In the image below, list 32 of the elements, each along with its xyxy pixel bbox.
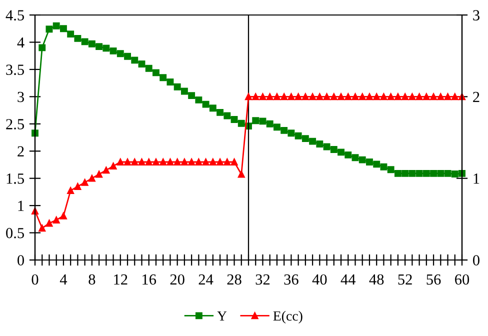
x-tick-label: 12: [114, 274, 128, 284]
y-tick-label: 2: [18, 146, 24, 156]
x-tick-label: 32: [256, 274, 270, 285]
x-tick-label: 48: [369, 274, 384, 285]
y-tick-label: 4.5: [6, 10, 24, 21]
x-tick-label: 8: [88, 274, 96, 285]
x-tick-label: 52: [398, 274, 412, 285]
x-tick-label: 56: [426, 274, 441, 285]
legend-label: E(cc): [273, 310, 302, 324]
x-tick-label: 44: [340, 274, 356, 284]
x-tick-label: 16: [142, 274, 156, 285]
y2-tick-label: 2: [473, 92, 480, 102]
legend-label: Y: [217, 311, 227, 321]
y-tick-label: 3.5: [6, 64, 24, 75]
y2-tick-label: 0: [473, 255, 480, 266]
y-tick-label: 0: [18, 255, 24, 266]
y-tick-label: 1.5: [6, 174, 24, 184]
y-tick-label: 3: [18, 92, 24, 102]
y-tick-label: 2.5: [6, 119, 24, 130]
x-tick-label: 4: [60, 274, 68, 284]
y-tick-label: 4: [17, 37, 24, 48]
x-tick-label: 36: [284, 274, 298, 285]
y-tick-label: 0.5: [6, 228, 24, 238]
x-tick-label: 28: [227, 274, 242, 285]
y2-tick-label: 1: [474, 174, 480, 184]
x-tick-label: 0: [32, 274, 38, 285]
x-tick-label: 24: [198, 274, 214, 284]
x-tick-label: 20: [170, 274, 184, 285]
x-tick-label: 40: [312, 274, 327, 285]
y-tick-label: 1: [18, 200, 24, 211]
y2-tick-label: 3: [473, 10, 480, 20]
x-tick-label: 60: [455, 274, 470, 285]
